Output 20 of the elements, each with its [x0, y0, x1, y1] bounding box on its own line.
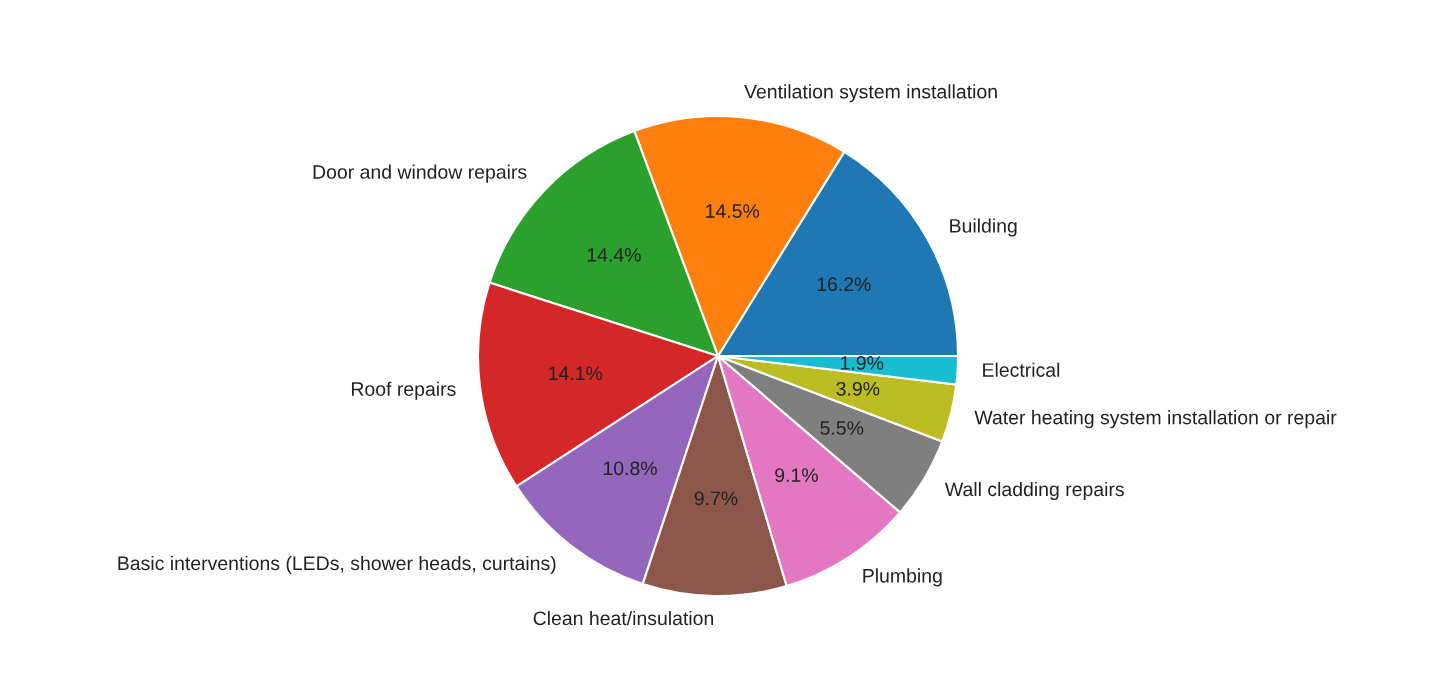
slice-label: Roof repairs: [351, 381, 456, 400]
data-label: 14.1%: [549, 366, 603, 381]
slice-label: Ventilation system installation: [744, 84, 997, 103]
data-label: 5.5%: [820, 421, 864, 435]
data-label: 9.7%: [694, 491, 738, 506]
slice-label: Building: [950, 218, 1017, 237]
data-label: 14.5%: [706, 204, 760, 218]
slice-label: Door and window repairs: [313, 164, 527, 183]
data-label: 10.8%: [603, 461, 657, 476]
slice-label: Basic interventions (LEDs, shower heads, curtains): [118, 555, 556, 575]
slice-label: Water heating system installation or repair: [974, 410, 1337, 429]
slice-label: Plumbing: [863, 568, 942, 587]
data-label: 16.2%: [817, 277, 871, 292]
data-label: 3.9%: [836, 381, 880, 396]
slice-label: Electrical: [983, 362, 1060, 377]
data-label: 9.1%: [775, 468, 818, 482]
slice-label: Clean heat/insulation: [533, 610, 714, 626]
slice-label: Wall cladding repairs: [944, 481, 1124, 501]
data-label: 14.4%: [587, 248, 641, 262]
data-label: 1.9%: [841, 356, 884, 370]
